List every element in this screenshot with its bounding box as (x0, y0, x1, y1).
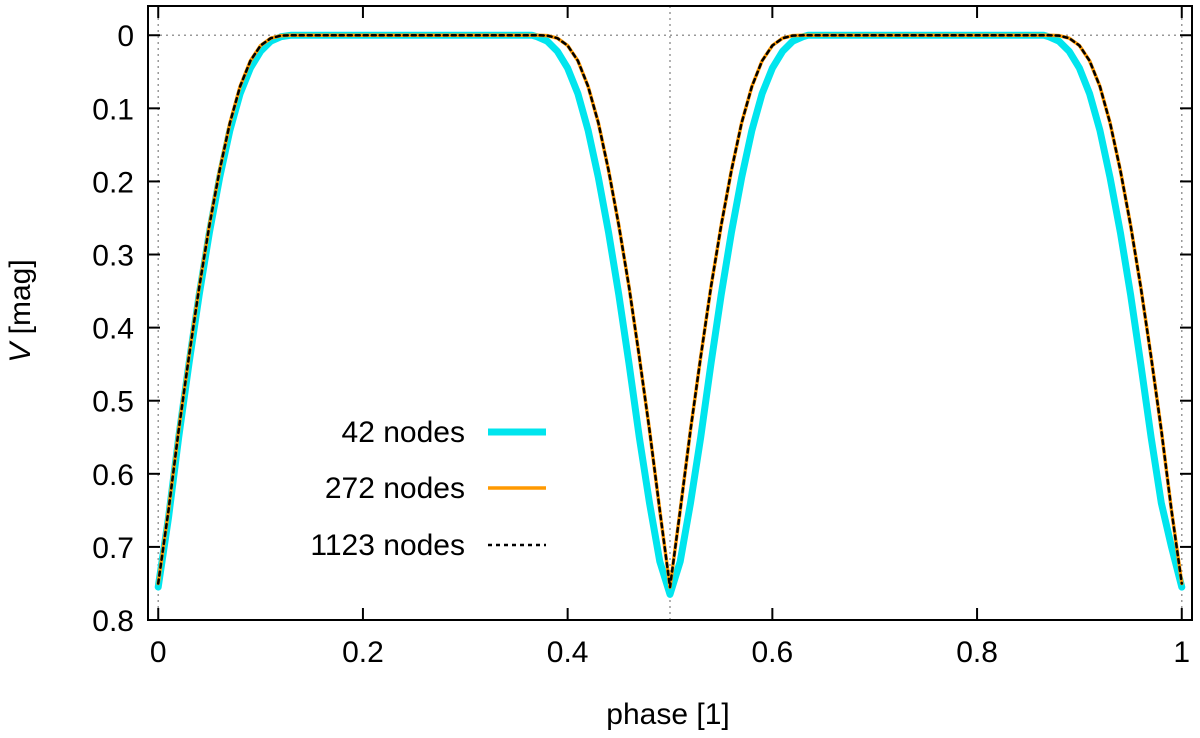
y-tick-label: 0.3 (92, 240, 134, 273)
series-layer (154, 31, 1186, 598)
y-tick-label: 0 (117, 20, 134, 53)
x-tick-label: 0.2 (342, 636, 384, 669)
x-tick-label: 0.6 (751, 636, 793, 669)
y-tick-label: 0.5 (92, 386, 134, 419)
y-axis-label: V [mag] (4, 259, 37, 362)
y-tick-label: 0.2 (92, 166, 134, 199)
x-tick-label: 1 (1173, 636, 1190, 669)
legend: 42 nodes 272 nodes 1123 nodes (310, 416, 546, 562)
legend-label: 42 nodes (342, 416, 465, 449)
series-line-2 (156, 33, 1184, 589)
y-tick-label: 0.7 (92, 532, 134, 565)
x-tick-label: 0.4 (547, 636, 589, 669)
plot-frame (147, 5, 1193, 621)
y-axis-label-unit: [mag] (4, 259, 37, 342)
x-axis-label: phase [1] (606, 698, 729, 731)
reference-lines (148, 6, 1192, 620)
legend-label: 1123 nodes (310, 529, 465, 562)
y-axis-label-symbol: V (4, 340, 37, 363)
x-tick-label: 0 (150, 636, 167, 669)
legend-label: 272 nodes (325, 472, 465, 505)
axis-ticks: 0 0.2 0.4 0.6 0.8 1 0 0.1 0.2 0.3 0.4 0.5 0.6 0.7 0.8 (92, 6, 1192, 669)
series-line-0 (154, 31, 1186, 598)
y-tick-label: 0.4 (92, 313, 134, 346)
x-tick-label: 0.8 (956, 636, 998, 669)
y-tick-label: 0.6 (92, 459, 134, 492)
y-tick-label: 0.1 (92, 93, 134, 126)
y-tick-label: 0.8 (92, 605, 134, 638)
